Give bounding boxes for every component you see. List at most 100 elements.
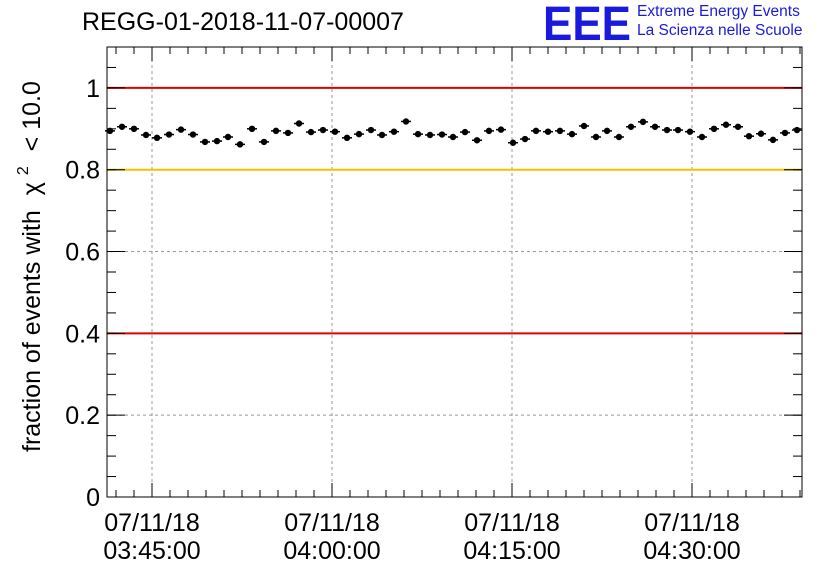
data-point: [662, 126, 672, 134]
x-tick-label-time: 04:15:00: [463, 537, 560, 565]
data-marker: [367, 126, 375, 134]
data-marker: [426, 131, 434, 139]
x-tick-label-date: 07/11/18: [284, 509, 379, 537]
data-point: [638, 118, 648, 126]
data-point: [212, 137, 222, 145]
reference-lines: [107, 86, 802, 335]
data-marker: [213, 137, 221, 145]
data-marker: [177, 126, 185, 133]
data-marker: [568, 130, 576, 138]
data-point: [366, 126, 376, 134]
data-point: [200, 138, 210, 146]
data-marker: [331, 128, 339, 135]
data-marker: [663, 126, 671, 134]
data-marker: [781, 129, 789, 137]
x-tick-label-date: 07/11/18: [464, 509, 559, 537]
data-point: [117, 123, 127, 130]
data-point: [531, 127, 541, 135]
data-point: [472, 137, 482, 144]
data-marker: [580, 122, 588, 130]
data-point: [294, 120, 304, 127]
data-point: [141, 131, 151, 139]
data-point: [709, 125, 719, 133]
data-point: [259, 138, 269, 146]
data-marker: [698, 133, 706, 141]
data-marker: [248, 125, 256, 133]
data-point: [520, 135, 530, 143]
data-marker: [627, 123, 635, 130]
data-point: [354, 130, 364, 138]
y-axis-label-chi: χ: [18, 182, 46, 195]
data-marker: [284, 129, 292, 137]
x-tick-label-date: 07/11/18: [104, 509, 199, 537]
data-marker: [603, 127, 611, 135]
chart-title: REGG-01-2018-11-07-00007: [82, 8, 404, 36]
data-point: [437, 131, 447, 138]
y-tick-label: 0: [86, 484, 100, 512]
data-marker: [615, 133, 623, 141]
data-marker: [307, 128, 315, 136]
data-point: [756, 130, 766, 137]
data-points: [105, 118, 802, 148]
data-marker: [224, 133, 232, 141]
data-point: [460, 128, 470, 136]
axis-ticks: [107, 46, 802, 498]
data-marker: [686, 128, 694, 135]
data-marker: [651, 123, 659, 130]
data-marker: [793, 126, 801, 134]
data-point: [508, 139, 518, 146]
data-point: [733, 123, 743, 130]
data-marker: [769, 136, 777, 144]
data-point: [614, 133, 624, 141]
x-tick-label-time: 04:30:00: [643, 537, 740, 565]
data-marker: [485, 127, 493, 135]
y-axis-label-superscript: 2: [15, 166, 32, 175]
logo-line-1: Extreme Energy Events: [637, 3, 800, 20]
data-marker: [521, 135, 529, 143]
eee-logo: EEE: [543, 0, 631, 46]
data-marker: [592, 133, 600, 141]
data-marker: [165, 131, 173, 138]
data-point: [602, 127, 612, 135]
data-marker: [390, 128, 398, 135]
data-point: [448, 133, 458, 141]
data-marker: [734, 123, 742, 130]
data-point: [223, 133, 233, 141]
data-point: [152, 134, 162, 142]
data-marker: [639, 118, 647, 126]
x-tick-label-date: 07/11/18: [644, 509, 739, 537]
data-point: [496, 126, 506, 133]
data-point: [744, 132, 754, 140]
data-marker: [201, 138, 209, 146]
data-marker: [142, 131, 150, 139]
data-point: [342, 134, 352, 142]
data-marker: [189, 131, 197, 138]
data-marker: [497, 126, 505, 133]
data-marker: [319, 126, 327, 134]
data-marker: [449, 133, 457, 141]
data-point: [543, 128, 553, 135]
eee-logo-letters: EEE: [543, 0, 631, 46]
grid-layer: [107, 47, 802, 497]
data-marker: [509, 139, 517, 146]
eee-logo-text: Extreme Energy Events La Scienza nelle S…: [637, 2, 802, 40]
x-tick-label-time: 04:00:00: [283, 537, 380, 565]
data-point: [650, 123, 660, 130]
data-point: [579, 122, 589, 130]
data-point: [318, 126, 328, 134]
data-point: [484, 127, 494, 135]
y-tick-label: 0.6: [65, 239, 100, 267]
data-marker: [438, 131, 446, 138]
y-tick-label: 0.2: [65, 402, 100, 430]
data-point: [721, 121, 731, 128]
data-point: [401, 118, 411, 125]
plot-frame: [106, 46, 803, 498]
data-point: [283, 129, 293, 137]
svg-text:fraction of events with: fraction of events with χ 2 < 10.0: [6, 81, 46, 452]
data-marker: [153, 134, 161, 142]
data-point: [306, 128, 316, 136]
data-marker: [295, 120, 303, 127]
y-axis-label-main: fraction of events with: [18, 210, 46, 452]
y-tick-label: 1: [86, 75, 100, 103]
data-point: [271, 127, 281, 135]
